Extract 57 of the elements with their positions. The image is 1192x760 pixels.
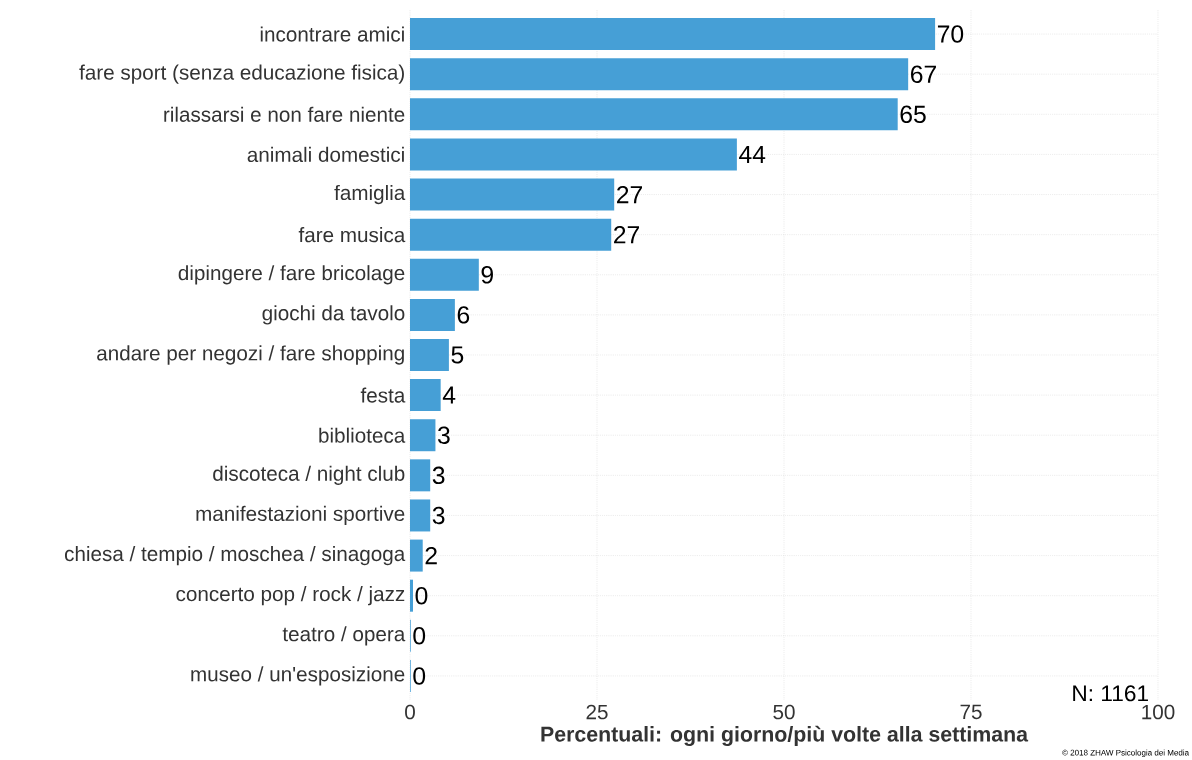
y-tick-label: biblioteca (319, 427, 406, 443)
bar (410, 499, 431, 532)
data-label: 44 (739, 145, 766, 163)
data-label: 27 (617, 185, 643, 204)
y-tick-label: animali domestici (247, 146, 404, 163)
y-tick-label: manifestazioni sportive (196, 505, 405, 526)
y-tick-label: chiesa / tempio / moschea / sinagoga (64, 545, 406, 566)
y-tick-label: discoteca / night club (213, 465, 405, 485)
data-label: 70 (937, 25, 964, 43)
x-axis-title: Percentuali: ogni giorno/più volte alla settimana (541, 725, 1029, 746)
y-tick-label: concerto pop / rock / jazz (176, 586, 405, 606)
y-tick-label: fare sport (senza educazione fisica) (79, 64, 404, 84)
text: © 2018 ZHAW Psicologia dei Media (1062, 749, 1190, 758)
annotation: N: 1161 (1073, 685, 1148, 702)
data-label: 3 (432, 506, 445, 525)
bar (410, 98, 898, 131)
data-label: 0 (413, 627, 426, 645)
bar (410, 18, 936, 51)
data-label: 4 (442, 386, 456, 404)
data-label: 3 (437, 426, 450, 444)
y-tick-label: incontrare amici (260, 26, 404, 42)
x-tick-label: 75 (960, 704, 982, 720)
data-label: 3 (432, 466, 445, 485)
bar (410, 58, 909, 91)
bar (410, 298, 455, 331)
data-label: 65 (900, 105, 926, 124)
x-tick-label: 25 (586, 704, 608, 720)
y-tick-label: fare musica (298, 227, 406, 243)
bar (410, 258, 479, 291)
y-tick-label: andare per negozi / fare shopping (97, 345, 404, 365)
data-label: 2 (425, 546, 437, 565)
y-tick-label: museo / un'esposizione (191, 666, 405, 686)
data-label: 9 (481, 266, 493, 284)
bar (410, 338, 449, 371)
y-tick-label: dipingere / fare bricolage (178, 265, 405, 285)
data-label: 0 (413, 667, 426, 685)
bar (410, 579, 413, 612)
data-label: 0 (415, 586, 428, 605)
y-tick-label: giochi da tavolo (262, 305, 405, 325)
x-tick-label: 100 (1142, 704, 1175, 720)
bar (410, 459, 431, 492)
x-tick-label: 50 (773, 704, 795, 720)
data-label: 6 (457, 306, 470, 324)
y-tick-label: famiglia (334, 184, 406, 205)
bar (410, 379, 441, 412)
bar (410, 138, 737, 171)
y-tick-label: rilassarsi e non fare niente (164, 106, 405, 122)
y-tick-label: festa (360, 387, 406, 403)
data-label: 27 (614, 226, 640, 244)
data-label: 5 (451, 346, 464, 364)
bar (410, 419, 436, 452)
x-tick-label: 0 (405, 704, 415, 720)
data-label: 67 (911, 65, 936, 83)
bar (410, 218, 612, 251)
bar (410, 178, 615, 211)
y-tick-label: teatro / opera (282, 626, 406, 646)
bar (410, 539, 423, 572)
